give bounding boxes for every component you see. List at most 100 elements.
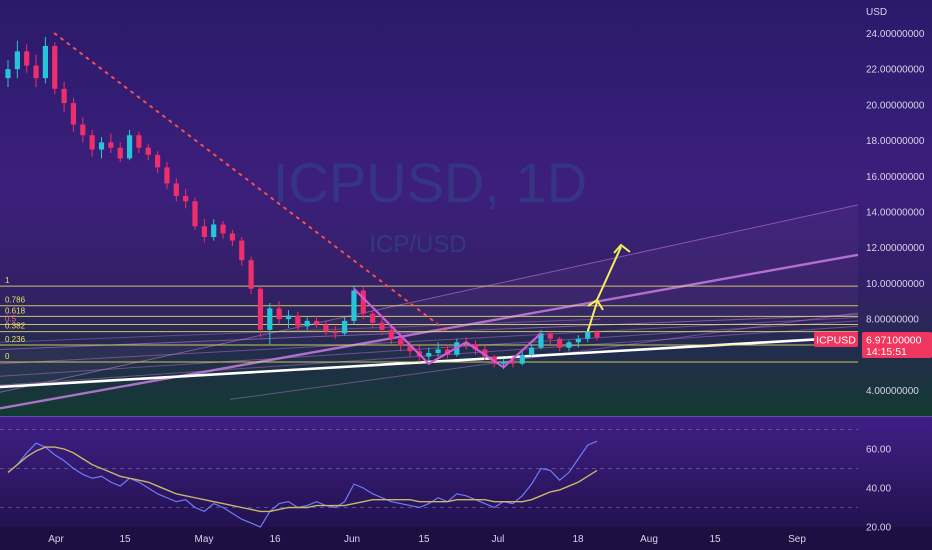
- time-axis[interactable]: Apr 15 May 16 Jun 15 Jul 18 Aug 15 Sep: [48, 534, 806, 545]
- candle-body: [201, 226, 207, 237]
- time-axis-label: Jun: [344, 534, 360, 545]
- candle-body: [295, 315, 301, 327]
- rsi-ma-line: [7, 446, 598, 513]
- projection-arrow-2[interactable]: [596, 246, 622, 301]
- candle-body: [332, 331, 338, 334]
- price-axis-label: 24.00000000: [866, 29, 925, 40]
- candle-body: [313, 320, 320, 325]
- candle-body: [510, 361, 516, 364]
- candle-body: [89, 135, 95, 150]
- candle-body: [557, 338, 563, 348]
- candle-body: [192, 201, 198, 227]
- candle-body: [482, 349, 488, 357]
- candle-body: [426, 353, 432, 357]
- fib-level-label: 0.382: [5, 322, 26, 331]
- candle-body: [24, 51, 30, 66]
- fib-level-label: 0.786: [5, 296, 26, 305]
- price-axis-label: 16.00000000: [866, 172, 925, 183]
- candle-body: [323, 324, 329, 332]
- candle-body: [14, 51, 20, 70]
- candle-body: [164, 167, 170, 184]
- candle-body: [257, 288, 264, 330]
- channel-line[interactable]: [0, 318, 601, 343]
- candle-body: [145, 147, 151, 155]
- price-tag-value: 6.97100000: [866, 335, 922, 347]
- candle-body: [435, 349, 441, 354]
- candle-body: [126, 135, 133, 159]
- symbol-tag-label: ICPUSD: [816, 335, 856, 347]
- candle-body: [566, 342, 572, 348]
- candle-body: [538, 333, 544, 348]
- time-axis-label: Sep: [788, 534, 806, 545]
- time-axis-label: 18: [572, 534, 584, 545]
- candle-body: [173, 183, 179, 196]
- candle-body: [594, 331, 600, 338]
- dotted-downtrend-line[interactable]: [53, 32, 449, 333]
- candle-body: [5, 69, 11, 79]
- time-axis-label: Aug: [640, 534, 658, 545]
- watermark-symbol: ICPUSD, 1D: [273, 151, 587, 214]
- candlestick-series: [5, 37, 600, 370]
- candle-body: [342, 320, 348, 334]
- candle-body: [98, 142, 105, 150]
- candle-body: [585, 331, 591, 339]
- price-axis-label: 10.00000000: [866, 279, 925, 290]
- candle-body: [70, 103, 77, 125]
- price-axis-label: 4.00000000: [866, 386, 919, 397]
- rsi-indicator[interactable]: [0, 429, 858, 528]
- candle-body: [398, 338, 404, 346]
- rsi-axis: 60.00 40.00 20.00: [866, 445, 891, 534]
- candle-body: [267, 308, 273, 330]
- fib-level-label: 0.618: [5, 306, 26, 315]
- candle-body: [407, 345, 413, 352]
- rsi-axis-label: 60.00: [866, 445, 891, 456]
- fib-level-label: 0: [5, 352, 10, 361]
- candle-body: [248, 260, 254, 289]
- last-price-tag: ICPUSD 6.97100000 14:15:51: [814, 332, 932, 358]
- candle-body: [211, 224, 217, 237]
- candle-body: [276, 308, 282, 320]
- currency-label: USD: [866, 7, 887, 18]
- candle-body: [183, 195, 189, 202]
- arrowhead-icon: [613, 243, 631, 254]
- candle-body: [239, 240, 245, 261]
- candle-body: [500, 361, 507, 364]
- price-axis-label: 20.00000000: [866, 100, 925, 111]
- fib-level-label: 0.236: [5, 335, 26, 344]
- channel-line[interactable]: [0, 316, 859, 365]
- pattern-drawings[interactable]: [53, 32, 631, 369]
- price-axis[interactable]: 24.00000000 22.00000000 20.00000000 18.0000…: [866, 29, 925, 397]
- time-axis-label: 15: [119, 534, 131, 545]
- candle-body: [80, 124, 86, 136]
- candle-body: [33, 65, 39, 79]
- candle-body: [220, 224, 226, 234]
- fib-level-label: 0.5: [5, 314, 17, 323]
- rsi-axis-label: 40.00: [866, 484, 891, 495]
- rsi-axis-label: 20.00: [866, 523, 891, 534]
- candle-body: [360, 290, 366, 314]
- candle-body: [370, 313, 376, 323]
- candle-body: [117, 147, 123, 159]
- projection-arrow-1[interactable]: [586, 301, 598, 332]
- channel-line[interactable]: [0, 204, 859, 393]
- candle-body: [351, 290, 357, 321]
- candle-body: [472, 344, 479, 350]
- candle-body: [547, 333, 553, 339]
- time-axis-label: 15: [418, 534, 430, 545]
- candle-body: [575, 338, 581, 343]
- price-tag: [862, 332, 932, 358]
- candle-body: [519, 354, 525, 364]
- symbol-tag: [814, 332, 858, 347]
- candle-body: [285, 315, 292, 320]
- candle-body: [42, 45, 48, 79]
- candle-body: [136, 135, 142, 148]
- candle-body: [304, 320, 310, 327]
- price-axis-label: 22.00000000: [866, 65, 925, 76]
- candle-body: [388, 329, 394, 339]
- zigzag-pattern[interactable]: [353, 287, 542, 369]
- fib-level-label: 1: [5, 276, 10, 285]
- price-axis-label: 12.00000000: [866, 243, 925, 254]
- rsi-pane-background: [0, 417, 932, 527]
